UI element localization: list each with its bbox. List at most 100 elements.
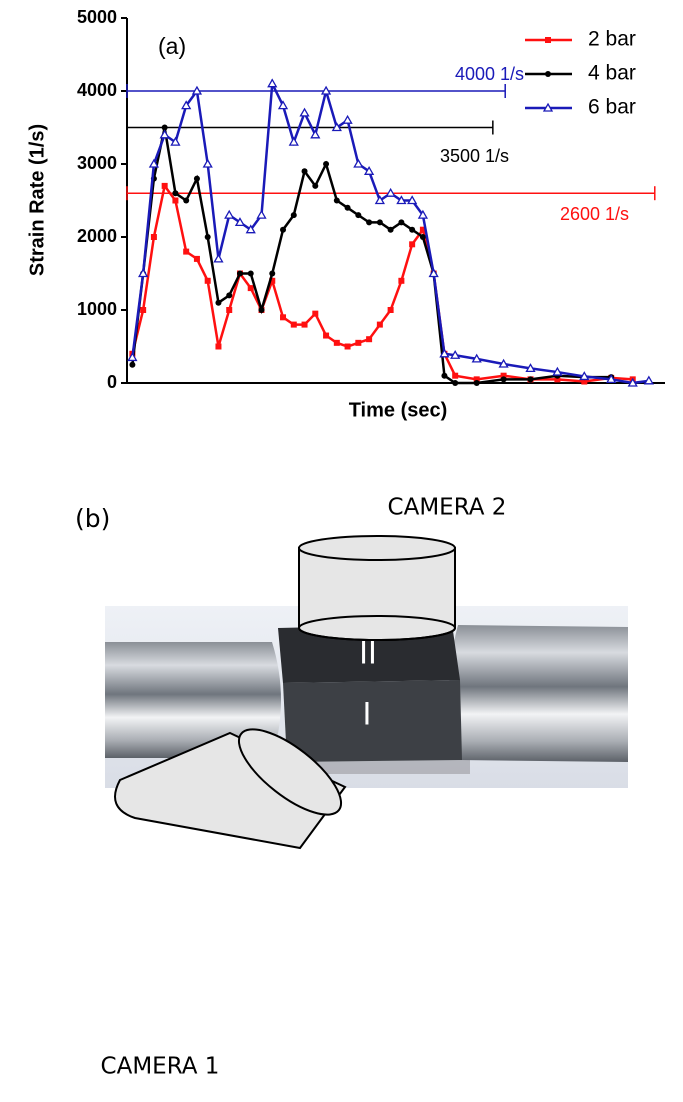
marker [224, 209, 235, 219]
marker [161, 182, 168, 189]
marker [301, 168, 308, 175]
marker [226, 292, 233, 299]
marker [215, 299, 222, 306]
marker [269, 277, 276, 284]
marker [323, 161, 330, 167]
marker [398, 219, 405, 226]
marker [269, 270, 276, 277]
left-bar [105, 642, 281, 758]
face-label: I [363, 695, 372, 731]
marker [202, 158, 213, 168]
marker [627, 377, 638, 387]
marker [374, 195, 385, 205]
marker [288, 136, 299, 146]
marker [366, 219, 373, 226]
reference-label: 4000 1/s [455, 64, 524, 84]
specimen-front [283, 680, 462, 762]
marker [236, 270, 243, 277]
marker [150, 234, 157, 240]
reference-label: 3500 1/s [440, 146, 509, 166]
marker [280, 314, 287, 321]
marker [312, 182, 319, 189]
camera-2-lens [298, 615, 456, 641]
x-axis-label: Time (sec) [349, 399, 448, 421]
marker [441, 372, 448, 379]
marker [245, 224, 256, 234]
marker [161, 124, 168, 131]
camera-2-body [298, 547, 456, 641]
marker [500, 372, 507, 379]
marker [172, 190, 179, 197]
marker [312, 310, 319, 317]
marker [247, 285, 254, 292]
marker [183, 197, 190, 204]
marker [606, 374, 617, 383]
marker [204, 277, 211, 284]
marker [247, 270, 254, 277]
marker [471, 353, 482, 363]
marker [191, 85, 203, 95]
y-tick-label: 5000 [77, 7, 117, 27]
camera-label: CAMERA 1 [101, 1054, 220, 1080]
marker [226, 307, 233, 313]
marker [527, 376, 534, 383]
marker [193, 175, 200, 182]
y-tick-label: 0 [107, 372, 117, 392]
marker [376, 321, 383, 328]
camera-label: CAMERA 2 [388, 495, 507, 521]
marker [545, 37, 551, 43]
marker [552, 366, 563, 376]
marker [407, 195, 418, 205]
marker [450, 349, 461, 359]
marker [277, 100, 289, 110]
reference-label: 2600 1/s [560, 204, 629, 224]
marker [439, 348, 450, 358]
marker [579, 371, 590, 381]
marker [344, 343, 351, 350]
diagram-b: (b) CAMERA 2 II I CAMERA 1 [75, 495, 628, 1080]
marker [310, 129, 321, 139]
marker [396, 195, 407, 205]
marker [473, 380, 480, 386]
marker [172, 197, 179, 204]
marker [290, 321, 297, 328]
marker [333, 197, 340, 204]
marker [409, 241, 416, 248]
marker [129, 361, 136, 368]
legend-label: 6 bar [588, 96, 636, 119]
marker [193, 255, 200, 262]
marker [183, 248, 190, 255]
marker [643, 375, 654, 385]
marker [409, 226, 416, 233]
marker [215, 343, 222, 350]
marker [138, 268, 149, 278]
series-line [131, 79, 650, 385]
marker [419, 234, 426, 240]
right-bar [449, 625, 628, 762]
marker [353, 158, 364, 168]
marker [280, 226, 287, 233]
marker [213, 253, 224, 263]
marker [473, 376, 480, 383]
marker [376, 219, 383, 226]
marker [344, 204, 351, 211]
marker [256, 209, 267, 219]
legend-label: 2 bar [588, 28, 636, 51]
marker [267, 78, 278, 88]
series-line [131, 182, 633, 383]
marker [419, 226, 426, 233]
marker [500, 376, 507, 383]
marker [452, 372, 459, 379]
marker [140, 307, 147, 313]
marker [398, 277, 405, 284]
marker [355, 212, 362, 219]
panel-label: (b) [75, 504, 110, 533]
marker [498, 358, 509, 368]
y-tick-label: 2000 [77, 226, 117, 246]
marker [234, 217, 246, 227]
marker [581, 378, 588, 385]
marker [301, 321, 308, 328]
marker [342, 114, 353, 124]
marker [204, 234, 211, 240]
